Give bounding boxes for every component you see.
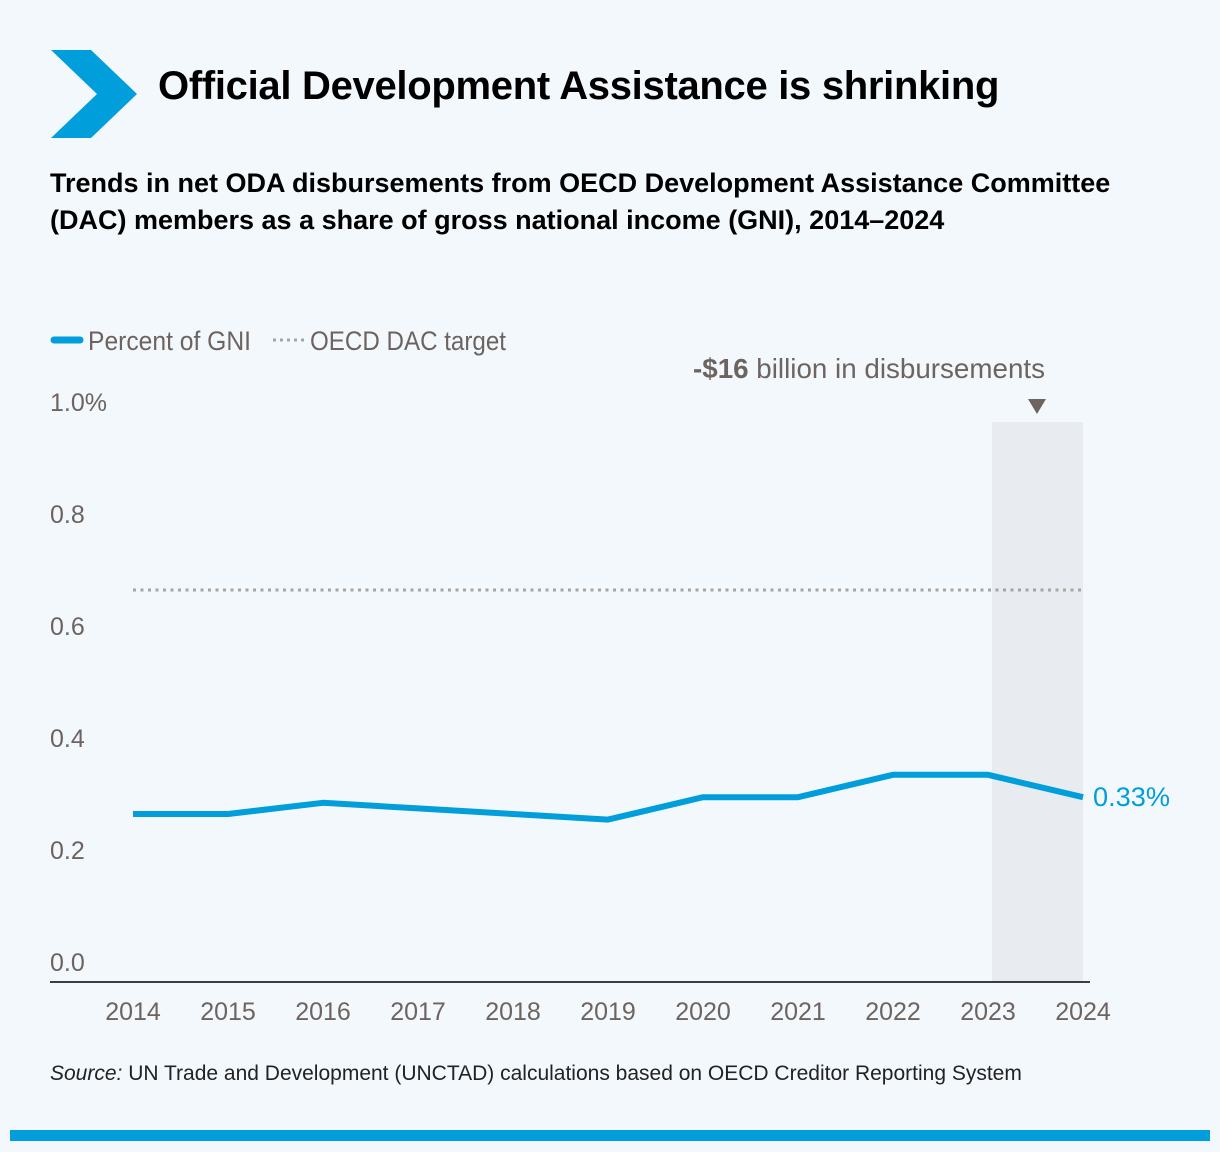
x-tick-label: 2015 — [200, 998, 256, 1026]
y-tick-label: 1.0% — [50, 389, 107, 417]
legend: Percent of GNI OECD DAC target — [50, 326, 506, 356]
y-tick-label: 0.0 — [50, 949, 85, 977]
y-tick-label: 0.4 — [50, 725, 85, 753]
annotation-amount: -$16 — [693, 353, 749, 384]
source-label: Source: — [50, 1062, 123, 1085]
highlight-band-2023-2024 — [992, 422, 1083, 982]
source-note: Source: UN Trade and Development (UNCTAD… — [50, 1062, 1022, 1086]
x-tick-label: 2024 — [1055, 998, 1111, 1026]
x-tick-label: 2021 — [770, 998, 826, 1026]
bottom-accent-bar — [10, 1130, 1210, 1141]
x-tick-label: 2020 — [675, 998, 731, 1026]
chart-title: Official Development Assistance is shrin… — [158, 64, 1000, 108]
legend-label-percent-gni: Percent of GNI — [88, 326, 251, 356]
x-tick-label: 2014 — [105, 998, 161, 1026]
x-tick-label: 2017 — [390, 998, 446, 1026]
annotation-disbursements: -$16 billion in disbursements — [693, 353, 1045, 384]
y-tick-label: 0.8 — [50, 501, 85, 529]
legend-label-target: OECD DAC target — [310, 326, 506, 356]
series-line-percent-gni — [133, 771, 1084, 823]
y-tick-label: 0.2 — [50, 837, 85, 865]
end-value-label: 0.33% — [1093, 782, 1170, 812]
annotation-text: billion in disbursements — [749, 353, 1045, 384]
x-tick-label: 2018 — [485, 998, 541, 1026]
annotation-arrow-icon — [1028, 399, 1046, 414]
y-tick-label: 0.6 — [50, 613, 85, 641]
source-text: UN Trade and Development (UNCTAD) calcul… — [122, 1062, 1022, 1085]
chart-subtitle: Trends in net ODA disbursements from OEC… — [50, 168, 1111, 235]
x-tick-label: 2022 — [865, 998, 921, 1026]
x-tick-label: 2016 — [295, 998, 351, 1026]
x-tick-label: 2019 — [580, 998, 636, 1026]
x-tick-label: 2023 — [960, 998, 1016, 1026]
